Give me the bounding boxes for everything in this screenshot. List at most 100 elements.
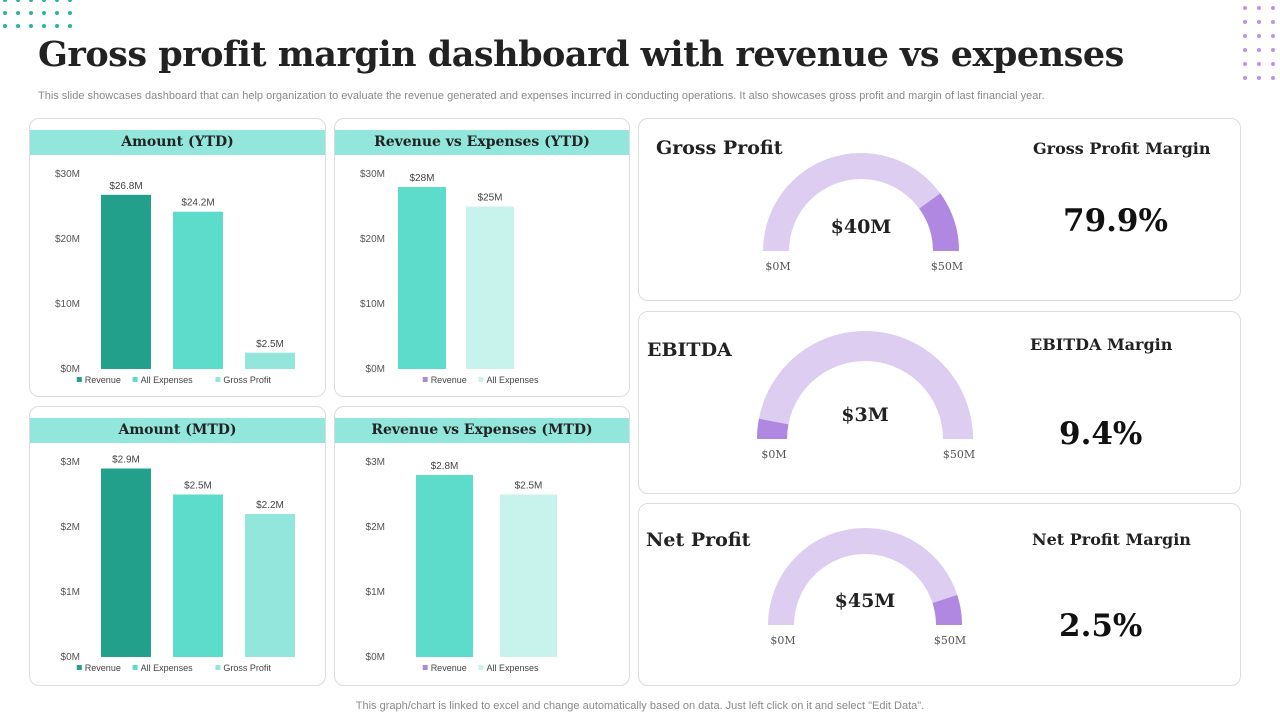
y-tick-label: $2M [366,522,385,533]
gauge-min-label: $0M [765,260,790,273]
dot [1257,34,1261,38]
margin-label: Net Profit Margin [1032,530,1191,549]
dot [68,24,72,28]
y-tick-label: $0M [61,364,80,375]
bar-gross-profit[interactable] [245,514,295,657]
y-tick-label: $30M [360,169,385,180]
decorative-dots-top-left [0,0,80,30]
chart-panel-revenue-vs-expenses-mtd[interactable]: Revenue vs Expenses (MTD) $0M $1M $2M $3M $2… [334,406,630,686]
bar-value-label: $2.8M [431,461,459,472]
gauge-fill [757,418,789,440]
y-tick-label: $3M [366,457,385,468]
bar-gross-profit[interactable] [245,352,295,369]
margin-value: 2.5% [1059,608,1143,644]
legend-swatch [76,377,82,382]
bar-value-label: $26.8M [109,181,142,192]
y-tick-label: $0M [61,652,80,663]
gauge-chart: $40M $0M $50M [763,153,963,273]
legend-label: Revenue [85,663,121,673]
gauge-max-label: $50M [931,260,963,273]
dot [42,0,46,2]
legend-label: Gross Profit [223,375,271,385]
gauge-value: $3M [841,404,888,426]
chart-panel-amount-ytd[interactable]: Amount (YTD) $0M $10M $20M $30M $26.8M $24.2M… [29,118,326,397]
legend-label: Revenue [431,375,467,385]
legend-swatch [478,377,484,382]
y-tick-label: $20M [360,234,385,245]
bar-value-label: $24.2M [181,198,214,209]
dot [1257,20,1261,24]
gauge-max-label: $50M [934,634,966,647]
legend-swatch [478,665,484,670]
bar-all-expenses[interactable] [173,494,223,658]
legend-swatch [132,377,138,382]
gauge-value: $45M [835,590,896,612]
bar-value-label: $2.5M [184,481,212,492]
bar-revenue[interactable] [101,194,151,369]
dot [1243,20,1247,24]
bar-all-expenses[interactable] [500,494,557,658]
dot [42,11,46,15]
bar-revenue[interactable] [101,468,151,658]
legend-swatch [215,377,221,382]
gauge-chart: $3M $0M $50M [757,331,975,461]
dot [16,0,20,2]
chart-panel-amount-mtd[interactable]: Amount (MTD) $0M $1M $2M $3M $2.9M $2.5M $2.2M… [29,406,326,686]
legend-label: All Expenses [141,663,194,673]
dot [1257,76,1261,80]
y-tick-label: $0M [366,364,385,375]
y-tick-label: $0M [366,652,385,663]
bar-revenue[interactable] [416,475,473,657]
bar-value-label: $28M [409,173,434,184]
dot [1271,48,1275,52]
dot [1243,48,1247,52]
legend-label: All Expenses [487,375,540,385]
y-tick-label: $20M [55,234,80,245]
bar-all-expenses[interactable] [173,211,223,369]
bar-value-label: $2.5M [515,481,543,492]
dot [68,11,72,15]
bar-revenue[interactable] [398,187,446,369]
dot [1271,6,1275,10]
dot [1271,76,1275,80]
gauge-label: Gross Profit [656,137,783,159]
bar-chart: $0M $10M $20M $30M $26.8M $24.2M $2.5M Revenue A… [55,169,295,385]
dot [1243,62,1247,66]
legend-label: Revenue [85,375,121,385]
decorative-dots-top-right [1238,0,1280,85]
gauge-panel-ebitda[interactable]: EBITDA EBITDA Margin 9.4% $3M $0M $50M [638,311,1241,494]
gauge-max-label: $50M [943,448,975,461]
gauge-chart: $45M $0M $50M [768,528,966,647]
legend-label: Revenue [431,663,467,673]
dot [55,24,59,28]
legend-swatch [422,377,428,382]
y-tick-label: $3M [61,457,80,468]
legend-label: Gross Profit [223,663,271,673]
bar-chart: $0M $1M $2M $3M $2.9M $2.5M $2.2M Revenue All Ex… [61,455,295,673]
margin-label: EBITDA Margin [1030,335,1173,354]
dot [29,24,33,28]
legend-label: All Expenses [487,663,540,673]
legend-swatch [422,665,428,670]
gauge-label: Net Profit [646,529,751,551]
chart-title: Revenue vs Expenses (MTD) [335,418,629,443]
dot [29,0,33,2]
y-tick-label: $10M [360,299,385,310]
gauge-fill [932,595,962,626]
bar-chart: $0M $10M $20M $30M $28M $25M Revenue All Expens… [360,169,540,385]
gauge-panel-gross-profit[interactable]: Gross Profit Gross Profit Margin 79.9% $… [638,118,1241,301]
legend-swatch [132,665,138,670]
chart-panel-revenue-vs-expenses-ytd[interactable]: Revenue vs Expenses (YTD) $0M $10M $20M $30… [334,118,630,397]
margin-value: 79.9% [1063,203,1168,239]
bar-value-label: $25M [477,193,502,204]
dot [3,0,7,2]
y-tick-label: $30M [55,169,80,180]
gauge-panel-net-profit[interactable]: Net Profit Net Profit Margin 2.5% $45M $0… [638,503,1241,686]
bar-all-expenses[interactable] [466,206,514,370]
gauge-label: EBITDA [647,339,732,361]
y-tick-label: $10M [55,299,80,310]
dot [1257,62,1261,66]
y-tick-label: $1M [366,587,385,598]
legend-swatch [215,665,221,670]
chart-title: Amount (YTD) [30,130,325,155]
